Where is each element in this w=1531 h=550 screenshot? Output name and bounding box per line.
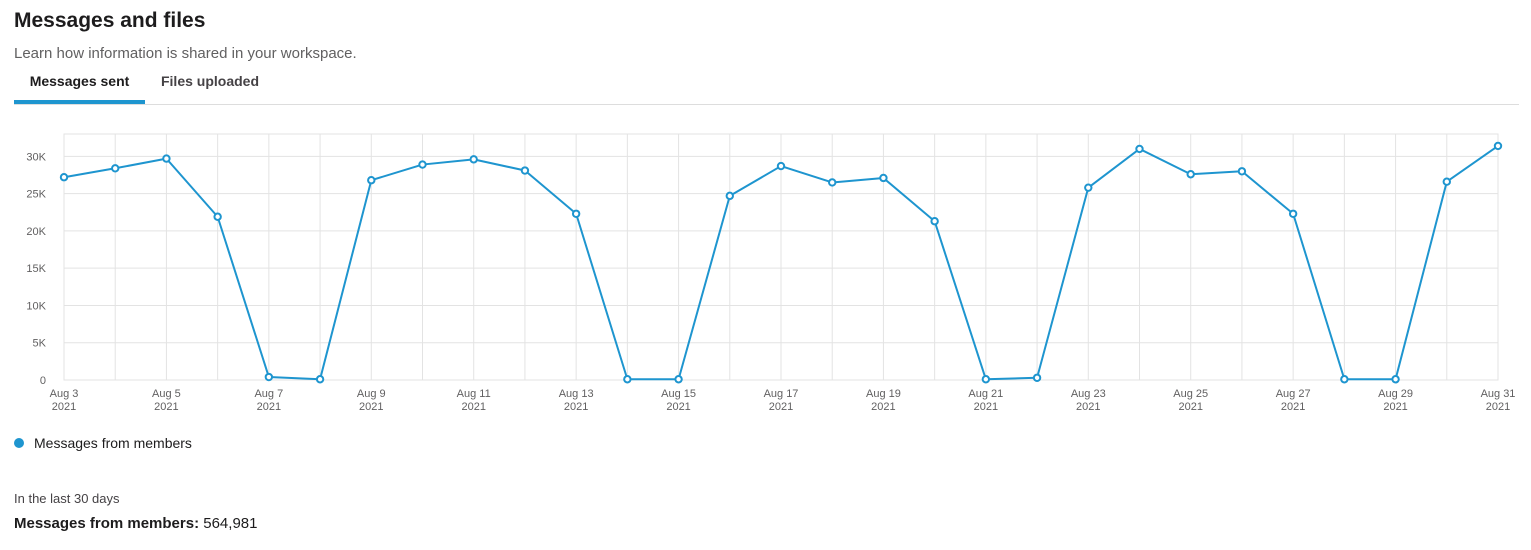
x-tick-label: Aug 27: [1276, 388, 1311, 400]
data-point: [776, 161, 786, 171]
data-point: [571, 209, 581, 218]
x-tick-year-label: 2021: [1178, 401, 1202, 413]
x-tick-year-label: 2021: [1383, 401, 1407, 413]
tab-messages-sent[interactable]: Messages sent: [14, 64, 145, 104]
data-point: [725, 191, 734, 201]
data-point: [930, 217, 939, 226]
x-tick-label: Aug 31: [1481, 388, 1516, 400]
y-tick-label: 5K: [33, 338, 47, 350]
x-tick-year-label: 2021: [461, 401, 485, 413]
data-point: [879, 173, 888, 183]
data-point: [1340, 375, 1349, 384]
x-tick-label: Aug 23: [1071, 388, 1106, 400]
legend-label: Messages from members: [34, 435, 192, 451]
data-point: [1391, 375, 1400, 384]
data-point: [367, 176, 376, 185]
data-point: [1135, 144, 1144, 154]
data-point: [520, 166, 530, 175]
x-tick-year-label: 2021: [52, 401, 76, 413]
tab-bar: Messages sent Files uploaded: [14, 64, 1519, 105]
x-tick-year-label: 2021: [154, 401, 178, 413]
y-tick-label: 25K: [26, 189, 46, 201]
tab-files-uploaded[interactable]: Files uploaded: [160, 73, 259, 89]
x-tick-year-label: 2021: [1281, 401, 1305, 413]
data-point: [315, 375, 325, 384]
data-point: [1442, 177, 1451, 186]
x-tick-year-label: 2021: [564, 401, 588, 413]
x-tick-label: Aug 7: [254, 388, 283, 400]
y-tick-label: 20K: [26, 226, 46, 238]
x-tick-label: Aug 21: [968, 388, 1003, 400]
y-tick-label: 30K: [26, 151, 46, 163]
data-point: [1237, 167, 1247, 176]
x-tick-year-label: 2021: [974, 401, 998, 413]
data-point: [213, 212, 222, 221]
x-tick-year-label: 2021: [359, 401, 383, 413]
data-point: [469, 155, 478, 164]
y-tick-label: 15K: [26, 263, 46, 275]
data-point: [264, 372, 274, 382]
data-point: [674, 375, 683, 384]
x-tick-label: Aug 13: [559, 388, 594, 400]
x-tick-label: Aug 9: [357, 388, 386, 400]
x-tick-year-label: 2021: [1076, 401, 1100, 413]
x-tick-year-label: 2021: [871, 401, 895, 413]
x-tick-year-label: 2021: [666, 401, 690, 413]
data-point: [623, 375, 632, 384]
y-tick-label: 10K: [26, 300, 46, 312]
summary-period: In the last 30 days: [14, 491, 120, 506]
x-tick-label: Aug 3: [50, 388, 79, 400]
x-tick-year-label: 2021: [257, 401, 281, 413]
x-tick-label: Aug 15: [661, 388, 696, 400]
chart-legend: Messages from members: [14, 435, 192, 451]
data-point: [59, 173, 69, 182]
data-point: [162, 154, 171, 163]
summary-total: Messages from members: 564,981: [14, 515, 257, 532]
x-tick-year-label: 2021: [769, 401, 793, 413]
data-point: [1032, 373, 1042, 382]
x-tick-label: Aug 29: [1378, 388, 1413, 400]
x-tick-label: Aug 25: [1173, 388, 1208, 400]
y-tick-label: 0: [40, 375, 46, 387]
data-point: [1186, 170, 1195, 179]
data-point: [828, 178, 837, 187]
summary-total-value: 564,981: [203, 515, 258, 532]
x-tick-label: Aug 5: [152, 388, 181, 400]
x-tick-year-label: 2021: [1486, 401, 1510, 413]
data-point: [418, 160, 427, 169]
page-title: Messages and files: [14, 9, 206, 32]
legend-marker: [14, 438, 24, 448]
data-point: [1084, 183, 1093, 192]
data-point: [1493, 141, 1503, 151]
data-point: [111, 164, 120, 173]
x-tick-label: Aug 17: [764, 388, 799, 400]
x-tick-label: Aug 19: [866, 388, 901, 400]
page-subtitle: Learn how information is shared in your …: [14, 45, 357, 62]
summary-total-label: Messages from members:: [14, 515, 200, 532]
data-point: [981, 375, 991, 384]
x-tick-label: Aug 11: [457, 388, 491, 400]
data-point: [1288, 209, 1298, 218]
